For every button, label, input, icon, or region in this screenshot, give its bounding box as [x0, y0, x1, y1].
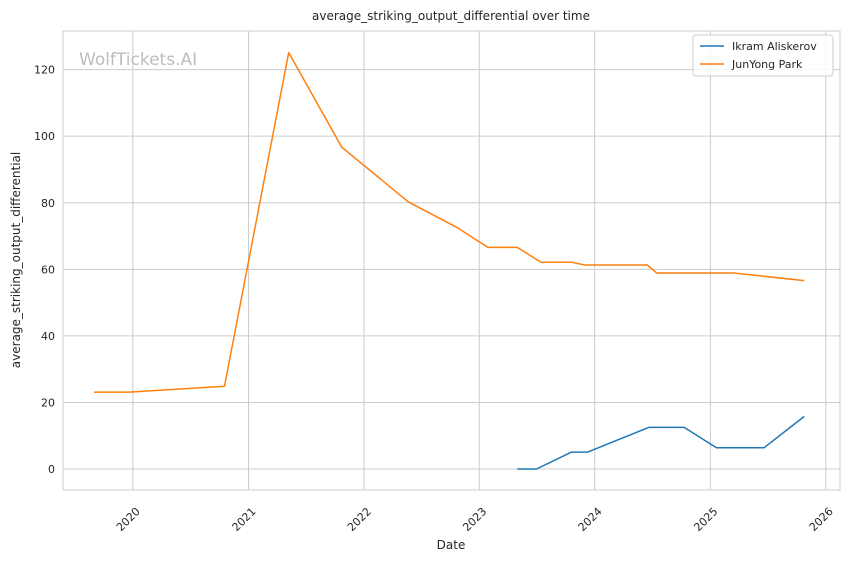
- y-tick-label: 20: [41, 396, 55, 409]
- plot-frame: [62, 30, 841, 491]
- plot-area: [63, 31, 840, 490]
- y-tick-label: 120: [34, 64, 55, 77]
- legend-label: JunYong Park: [731, 58, 803, 71]
- y-axis-label: average_striking_output_differential: [9, 152, 23, 368]
- y-tick-label: 60: [41, 263, 55, 276]
- y-tick-label: 80: [41, 197, 55, 210]
- chart-title: average_striking_output_differential ove…: [312, 9, 590, 23]
- legend-box: [692, 34, 834, 77]
- series-layer: [94, 51, 805, 470]
- legend-label: Ikram Aliskerov: [732, 40, 817, 53]
- y-tick-label: 0: [48, 463, 55, 476]
- y-tick-label: 100: [34, 130, 55, 143]
- series-line-1: [94, 51, 805, 393]
- y-tick-label: 40: [41, 330, 55, 343]
- legend: Ikram Aliskerov JunYong Park: [692, 34, 834, 77]
- y-axis-ticks: 0 20 40 60 80 100 120: [34, 64, 55, 476]
- x-axis-label: Date: [437, 538, 466, 552]
- watermark: WolfTickets.AI: [79, 50, 197, 70]
- series-line-0: [517, 415, 805, 470]
- grid: [63, 31, 840, 490]
